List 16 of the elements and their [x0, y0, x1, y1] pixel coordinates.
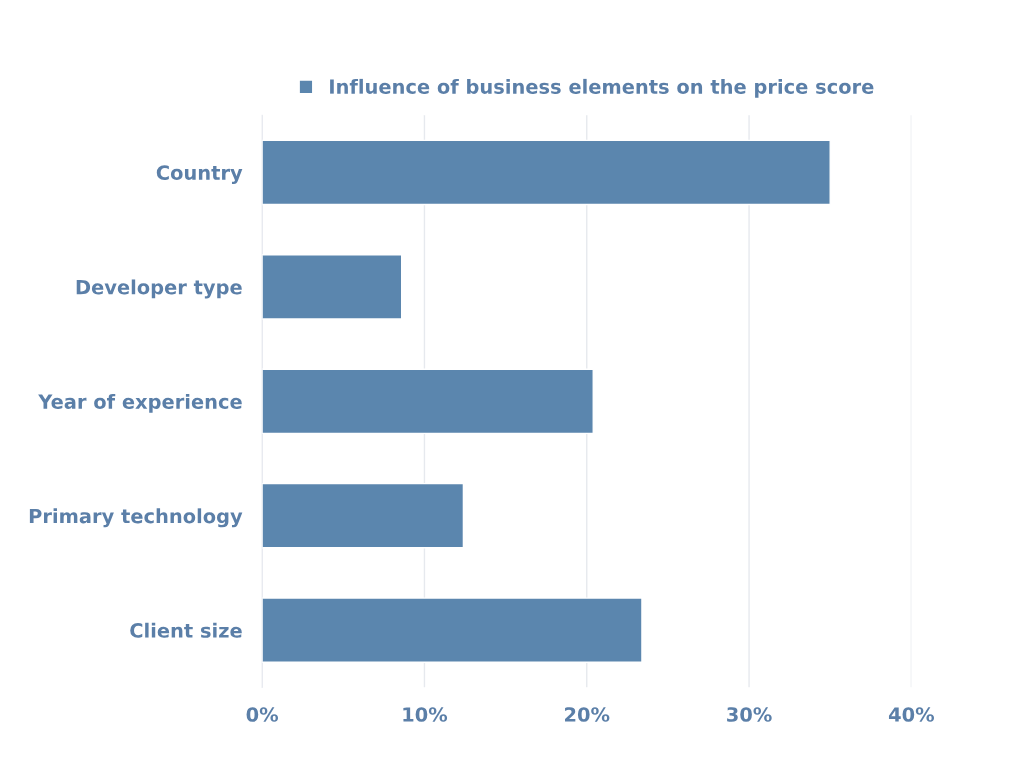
- bar: [262, 139, 831, 206]
- y-tick-label: Year of experience: [38, 393, 242, 413]
- x-tick-label: 0%: [246, 707, 279, 722]
- bar: [262, 254, 403, 320]
- x-tick-label: 30%: [727, 707, 772, 722]
- bar: [262, 482, 465, 549]
- x-tick-label: 40%: [888, 707, 935, 722]
- y-tick-label: Developer type: [76, 279, 242, 299]
- y-tick-label: Primary technology: [29, 508, 243, 528]
- x-tick-label: 20%: [565, 707, 610, 722]
- x-tick-label: 10%: [403, 707, 448, 722]
- legend-label: Influence of business elements on the price score: [330, 78, 874, 98]
- bar: [262, 368, 594, 435]
- y-tick-label: Client size: [130, 622, 242, 638]
- y-tick-label: Country: [156, 165, 243, 184]
- bar: [262, 597, 643, 663]
